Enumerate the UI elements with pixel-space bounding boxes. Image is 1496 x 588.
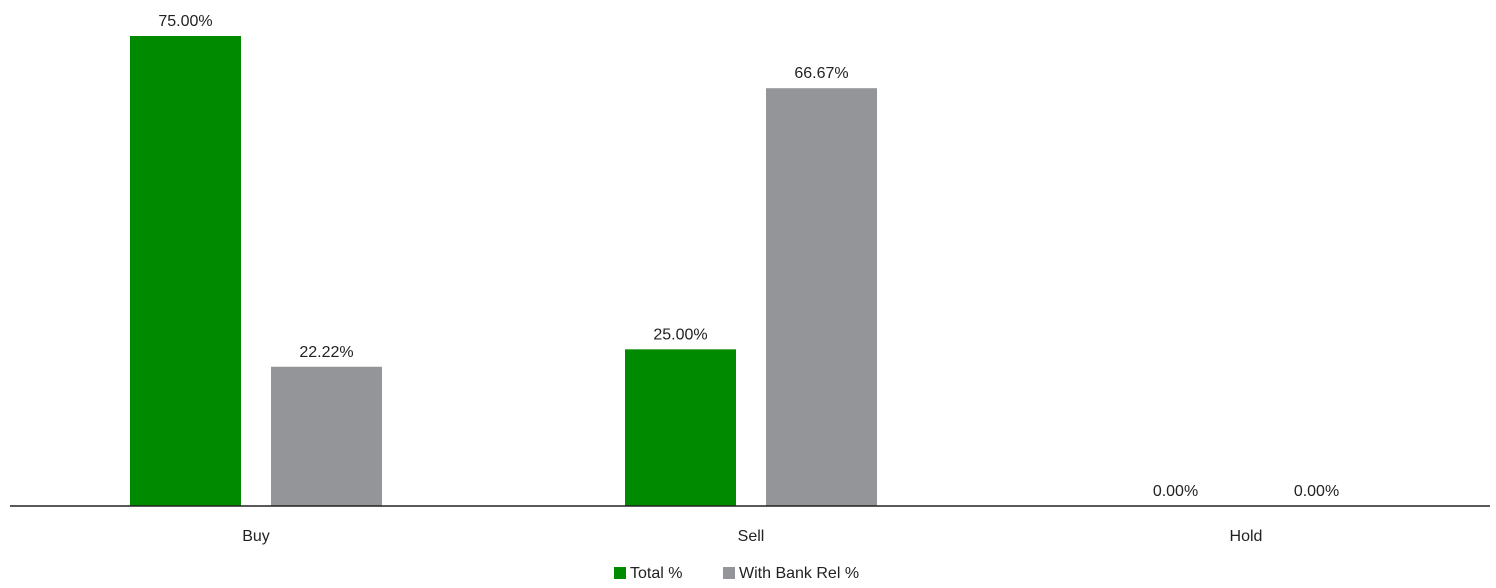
data-label-sell-series-1: 66.67% [794,65,848,82]
category-label-hold: Hold [1230,528,1263,545]
data-label-buy-series-1: 22.22% [299,344,353,361]
value-labels-layer: 75.00% 22.22% 25.00% 66.67% 0.00% 0.00% [158,13,1339,500]
data-label-buy-series-0: 75.00% [158,13,212,30]
data-label-hold-series-1: 0.00% [1294,483,1339,500]
bars-layer [130,36,877,507]
bar-sell-series-0 [625,349,736,506]
category-label-sell: Sell [738,528,765,545]
data-label-sell-series-0: 25.00% [653,326,707,343]
bar-buy-series-1 [271,366,382,506]
legend-label-series-1: With Bank Rel % [739,565,859,582]
legend: Total % With Bank Rel % [614,565,859,582]
bar-sell-series-1 [766,88,877,507]
legend-label-series-0: Total % [630,565,682,582]
category-label-buy: Buy [242,528,270,545]
data-label-hold-series-0: 0.00% [1153,483,1198,500]
legend-swatch-series-0 [614,567,626,579]
category-labels-layer: Buy Sell Hold [242,528,1262,545]
bar-buy-series-0 [130,36,241,506]
legend-swatch-series-1 [723,567,735,579]
